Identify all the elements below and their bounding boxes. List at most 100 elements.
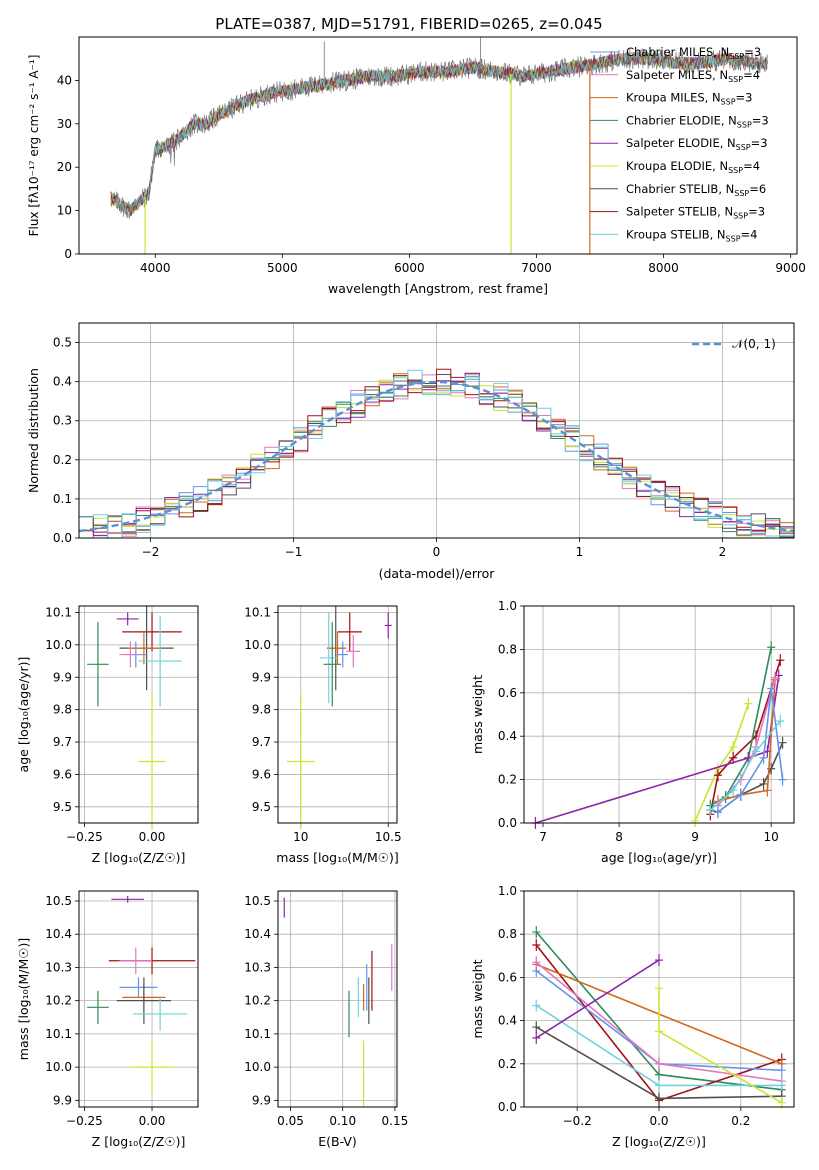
weight-point-chabrier_stelib	[759, 777, 768, 790]
y-axis-label: mass weight	[470, 959, 485, 1038]
y-tick-label: 10.0	[45, 638, 72, 652]
weight-line-kroupa_elodie	[694, 703, 750, 822]
x-tick-label: 0.2	[731, 1114, 750, 1128]
legend-ssp-count: =3	[748, 205, 765, 219]
y-tick-label: 0.8	[498, 927, 517, 941]
x-tick-label: 9000	[775, 261, 806, 275]
legend-label-salpeter_stelib: Salpeter STELIB, NSSP=3	[626, 205, 765, 221]
y-tick-label: 9.6	[252, 767, 271, 781]
y-tick-label: 0.0	[498, 1100, 517, 1114]
legend-ssp-subscript: SSP	[728, 75, 743, 84]
weight-point-chabrier_elodie	[767, 641, 776, 654]
weight-line-salpeter_elodie	[535, 959, 660, 1039]
weight-point-kroupa_stelib	[751, 745, 760, 758]
legend-label-kroupa_miles: Kroupa MILES, NSSP=3	[626, 91, 752, 107]
weight-point-kroupa_elodie	[655, 1025, 663, 1038]
x-tick-label: 9	[691, 830, 699, 844]
weight-point-chabrier_stelib	[655, 1092, 663, 1105]
weight-point-chabrier_miles	[713, 806, 722, 819]
y-tick-label: 9.6	[53, 767, 72, 781]
legend-name: Kroupa STELIB, N	[626, 227, 726, 241]
weight-point-kroupa_stelib	[532, 999, 541, 1012]
x-axis-label: Z [log₁₀(Z/Z☉)]	[92, 850, 186, 865]
x-tick-label: 0.00	[139, 1114, 166, 1128]
x-tick-label: 6000	[394, 261, 425, 275]
legend-ssp-count: =3	[752, 113, 769, 127]
x-axis-label: (data-model)/error	[379, 566, 496, 581]
mass-vs-ebv-panel: 0.05 0.10 0.15 9.9 10.0 10.1 10.2 10.3 10.4 10.5 E…	[244, 890, 408, 1149]
legend-label-salpeter_miles: Salpeter MILES, NSSP=4	[626, 68, 760, 84]
y-tick-label: 10.5	[244, 894, 271, 908]
legend-label-chabrier_miles: Chabrier MILES, NSSP=3	[626, 45, 761, 61]
y-tick-label: 9.9	[252, 670, 271, 684]
legend-label-normal: 𝒩(0, 1)	[732, 337, 776, 351]
y-tick-label: 9.9	[53, 670, 72, 684]
x-tick-label: −0.2	[563, 1114, 592, 1128]
y-tick-label: 9.5	[53, 800, 72, 814]
weight-point-kroupa_elodie	[691, 814, 700, 827]
y-axis-label: mass [log₁₀(M/M☉)]	[16, 938, 31, 1060]
legend-name: Chabrier ELODIE, N	[626, 113, 737, 127]
x-axis-label: mass [log₁₀(M/M☉)]	[276, 850, 398, 865]
histogram-kroupa_stelib	[79, 369, 794, 538]
weight-point-salpeter_miles	[736, 773, 745, 786]
x-tick-label: −0.25	[66, 1114, 103, 1128]
y-tick-label: 0.1	[53, 492, 72, 506]
weight-point-kroupa_stelib	[776, 715, 785, 728]
spectrum-panel: PLATE=0387, MJD=51791, FIBERID=0265, z=0…	[27, 15, 806, 296]
weight-point-salpeter_stelib	[713, 769, 722, 782]
weight-point-chabrier_miles	[759, 751, 768, 764]
weight-line-kroupa_stelib	[709, 720, 781, 811]
y-tick-label: 0.3	[53, 414, 72, 428]
x-tick-label: 0.05	[277, 1114, 304, 1128]
legend-name: Chabrier STELIB, N	[626, 182, 734, 196]
weight-point-chabrier_miles	[736, 788, 745, 801]
x-tick-label: 10	[764, 830, 779, 844]
weight-point-chabrier_stelib	[778, 736, 787, 749]
y-tick-label: 9.9	[53, 1093, 72, 1107]
legend-ssp-subscript: SSP	[736, 143, 751, 152]
weight-point-salpeter_elodie	[532, 1031, 541, 1044]
legend-ssp-count: =3	[744, 45, 761, 59]
weight-point-kroupa_elodie	[744, 697, 753, 710]
x-tick-label: 5000	[267, 261, 298, 275]
y-tick-label: 10.1	[45, 605, 72, 619]
y-tick-label: 10.1	[244, 1027, 271, 1041]
y-axis-label: mass weight	[470, 675, 485, 754]
legend-ssp-count: =4	[741, 227, 758, 241]
model-spectrum-salpeter_stelib	[110, 52, 768, 216]
y-axis-label: Flux [fλ10⁻¹⁷ erg cm⁻² s⁻¹ A⁻¹]	[27, 55, 41, 237]
histogram-steps	[79, 368, 794, 538]
y-tick-label: 0.0	[498, 816, 517, 830]
legend-ssp-subscript: SSP	[726, 234, 741, 243]
legend-ssp-count: =3	[736, 91, 753, 105]
y-tick-label: 0.0	[53, 531, 72, 545]
y-tick-label: 1.0	[498, 599, 517, 613]
mass-vs-metallicity-panel: −0.25 0.00 9.9 10.0 10.1 10.2 10.3 10.4 10.5 Z [l…	[16, 890, 199, 1149]
axes-frame	[78, 890, 199, 1108]
legend-label-kroupa_elodie: Kroupa ELODIE, NSSP=4	[626, 159, 760, 175]
axes-frame	[78, 605, 199, 824]
y-axis-label: Normed distribution	[26, 368, 41, 493]
weight-point-kroupa_stelib	[655, 1079, 663, 1092]
y-tick-label: 10	[57, 204, 72, 218]
axes-frame	[523, 605, 795, 824]
y-tick-label: 0.8	[498, 642, 517, 656]
weight-point-kroupa_stelib	[729, 784, 738, 797]
x-tick-label: 4000	[140, 261, 171, 275]
y-axis-label: age [log₁₀(age/yr)]	[16, 657, 31, 773]
weight-point-chabrier_elodie	[532, 926, 541, 939]
legend-ssp-count: =6	[749, 182, 766, 196]
y-tick-label: 9.7	[252, 735, 271, 749]
y-tick-label: 10.1	[45, 1027, 72, 1041]
weight-point-salpeter_elodie	[655, 954, 663, 967]
x-tick-label: 0.10	[329, 1114, 356, 1128]
massweight-vs-age-panel: 7 8 9 10 0.0 0.2 0.4 0.6 0.8 1.0 age [log₁₀(age/yr…	[470, 599, 795, 865]
x-tick-label: 2	[719, 545, 727, 559]
x-tick-label: 10.5	[375, 830, 402, 844]
legend-label-chabrier_stelib: Chabrier STELIB, NSSP=6	[626, 182, 766, 198]
weight-point-kroupa_stelib	[706, 803, 715, 816]
weight-point-chabrier_miles	[767, 682, 776, 695]
y-tick-label: 10.1	[244, 605, 271, 619]
